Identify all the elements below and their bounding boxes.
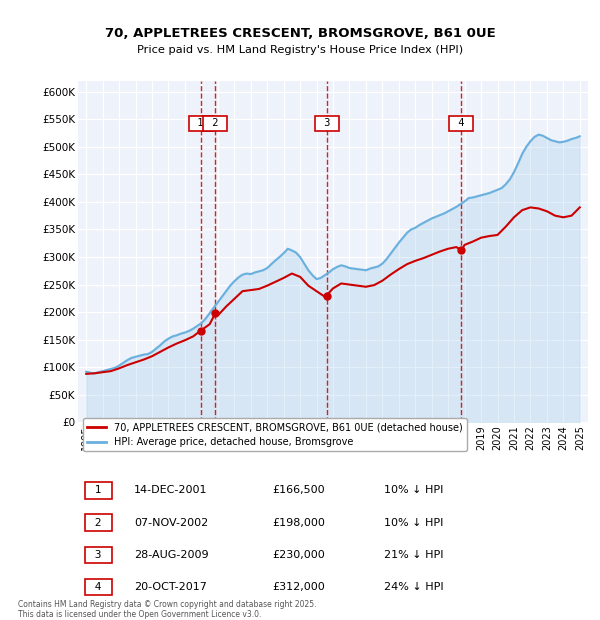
Text: 28-AUG-2009: 28-AUG-2009	[134, 550, 209, 560]
Text: 4: 4	[452, 118, 470, 128]
Text: 20-OCT-2017: 20-OCT-2017	[134, 582, 207, 592]
Text: £312,000: £312,000	[272, 582, 325, 592]
Text: Contains HM Land Registry data © Crown copyright and database right 2025.
This d: Contains HM Land Registry data © Crown c…	[18, 600, 317, 619]
Text: 07-NOV-2002: 07-NOV-2002	[134, 518, 208, 528]
Text: 21% ↓ HPI: 21% ↓ HPI	[384, 550, 443, 560]
Text: 2: 2	[88, 518, 109, 528]
Text: 2: 2	[206, 118, 225, 128]
Text: 10% ↓ HPI: 10% ↓ HPI	[384, 518, 443, 528]
Legend: 70, APPLETREES CRESCENT, BROMSGROVE, B61 0UE (detached house), HPI: Average pric: 70, APPLETREES CRESCENT, BROMSGROVE, B61…	[83, 418, 467, 451]
Text: 1: 1	[191, 118, 210, 128]
Text: 1: 1	[88, 485, 109, 495]
Text: £230,000: £230,000	[272, 550, 325, 560]
Text: 4: 4	[88, 582, 109, 592]
Text: 24% ↓ HPI: 24% ↓ HPI	[384, 582, 443, 592]
Text: £166,500: £166,500	[272, 485, 325, 495]
Text: £198,000: £198,000	[272, 518, 325, 528]
Text: 14-DEC-2001: 14-DEC-2001	[134, 485, 208, 495]
Text: Price paid vs. HM Land Registry's House Price Index (HPI): Price paid vs. HM Land Registry's House …	[137, 45, 463, 55]
Text: 10% ↓ HPI: 10% ↓ HPI	[384, 485, 443, 495]
Text: 70, APPLETREES CRESCENT, BROMSGROVE, B61 0UE: 70, APPLETREES CRESCENT, BROMSGROVE, B61…	[104, 27, 496, 40]
Text: 3: 3	[318, 118, 337, 128]
Text: 3: 3	[88, 550, 109, 560]
